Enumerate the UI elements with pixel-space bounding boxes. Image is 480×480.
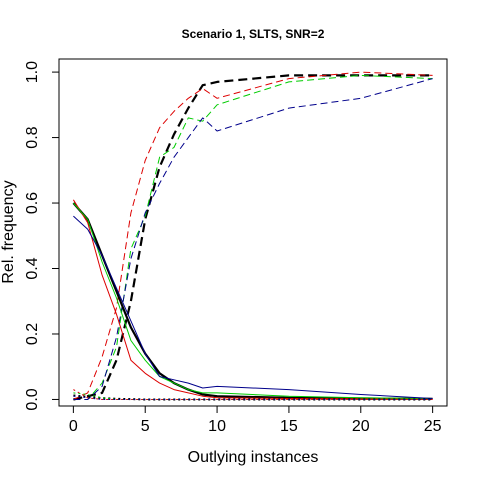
y-tick-label: 0.8 — [24, 126, 41, 148]
series-line-10 — [73, 389, 433, 400]
y-axis-label: Rel. frequency — [0, 180, 17, 283]
series-line-1 — [73, 74, 433, 401]
series-line-4 — [73, 78, 433, 400]
y-tick-label: 0.2 — [24, 323, 41, 345]
x-axis-label: Outlying instances — [188, 449, 319, 466]
x-tick-label: 0 — [69, 418, 78, 435]
series-layer — [72, 71, 433, 401]
y-axis: 0.0 0.2 0.4 0.6 0.8 1.0 — [24, 61, 60, 411]
x-tick-label: 20 — [352, 418, 370, 435]
y-tick-label: 0.6 — [24, 192, 41, 214]
series-line-11 — [73, 392, 433, 400]
y-tick-label: 1.0 — [24, 61, 41, 83]
x-tick-label: 15 — [280, 418, 298, 435]
x-axis: 0 5 10 15 20 25 — [69, 405, 442, 435]
x-tick-label: 10 — [208, 418, 226, 435]
series-line-6 — [72, 199, 433, 400]
y-tick-label: 0.4 — [24, 257, 41, 279]
series-line-12 — [73, 395, 433, 400]
x-tick-label: 25 — [424, 418, 442, 435]
x-tick-label: 5 — [141, 418, 150, 435]
series-line-8 — [73, 215, 433, 399]
series-line-7 — [73, 202, 433, 399]
chart-title: Scenario 1, SLTS, SNR=2 — [182, 27, 325, 41]
series-line-3 — [73, 74, 433, 400]
series-line-2 — [73, 71, 433, 400]
y-tick-label: 0.0 — [24, 388, 41, 410]
series-line-5 — [72, 202, 433, 400]
